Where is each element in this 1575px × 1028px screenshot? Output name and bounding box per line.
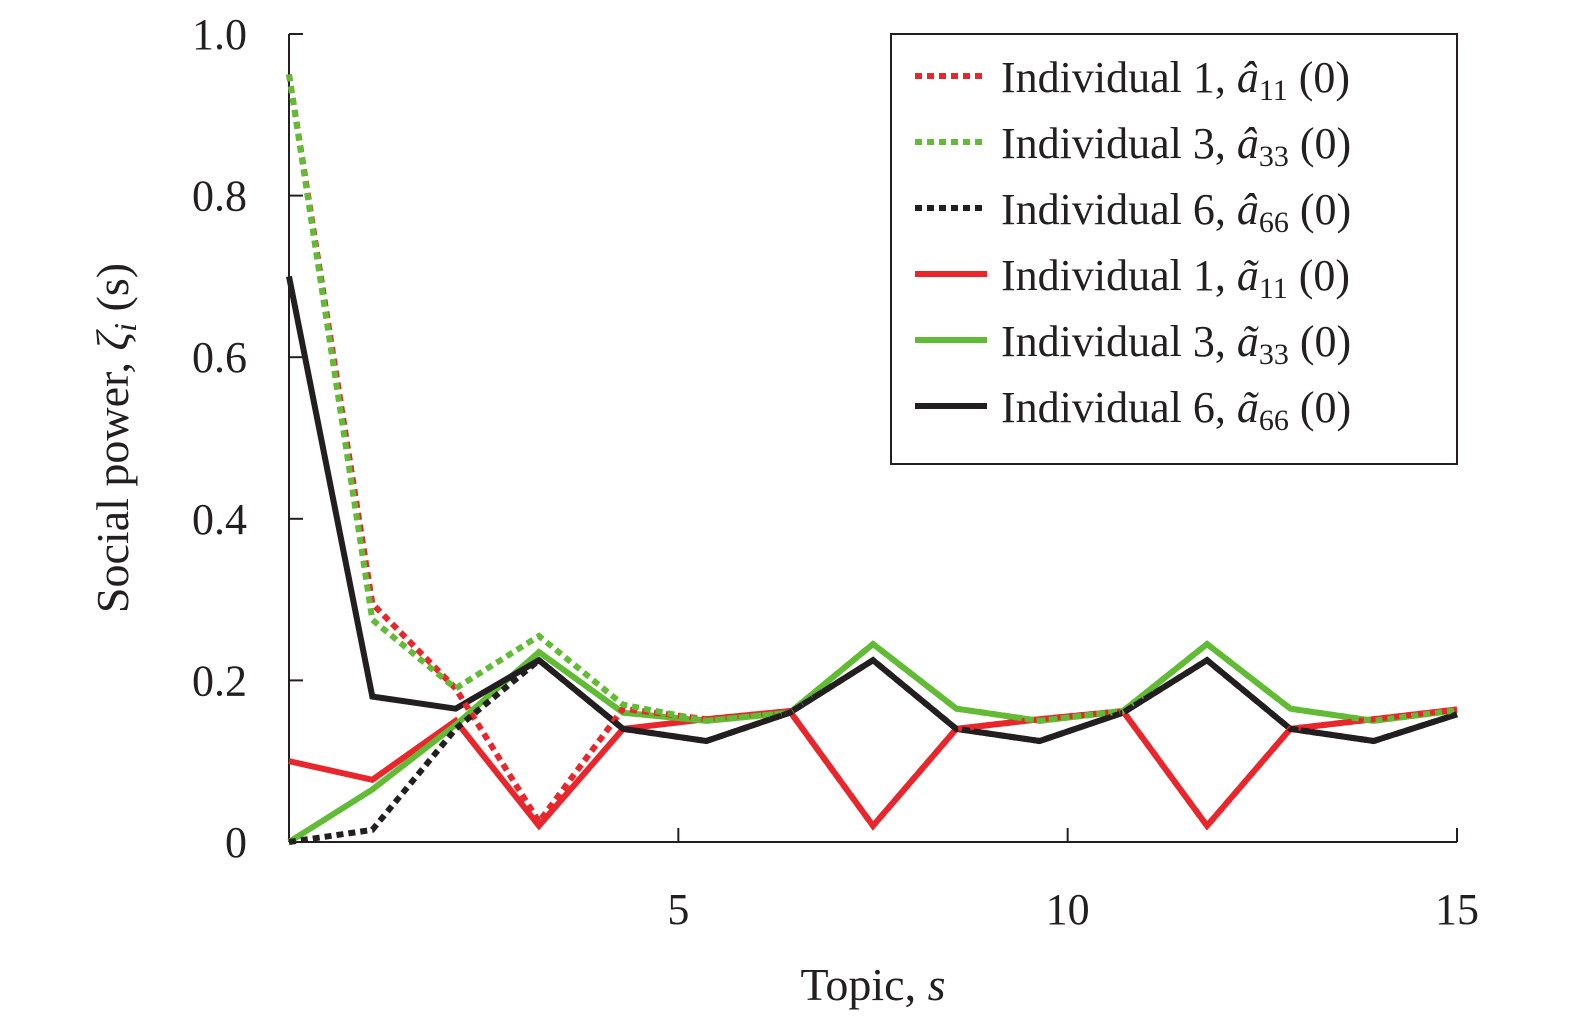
legend-entry: Individual 3, ã33 (0)	[915, 317, 1351, 371]
y-tick-label: 0.6	[192, 333, 247, 382]
series-line-0	[286, 73, 1458, 831]
legend-label: Individual 3, â33 (0)	[1001, 119, 1351, 173]
series-line-2	[288, 656, 1458, 845]
series-line-1	[286, 73, 1458, 724]
legend-entry: Individual 3, â33 (0)	[915, 119, 1351, 173]
y-tick-label: 0.2	[192, 656, 247, 705]
legend-label: Individual 6, ã66 (0)	[1001, 383, 1351, 437]
x-tick-label: 15	[1435, 885, 1479, 934]
y-tick-label: 0	[225, 818, 247, 867]
x-tick-label: 10	[1046, 885, 1090, 934]
legend: Individual 1, â11 (0) Individual 3, â33 (…	[890, 33, 1458, 465]
series-line-3	[288, 706, 1458, 831]
axes: 5 10 15 0 0.2 0.4 0.6 0.8 1.0	[192, 10, 1479, 934]
legend-entry: Individual 1, ã11 (0)	[915, 251, 1350, 305]
series-lines	[286, 73, 1458, 845]
x-tick-label: 5	[667, 885, 689, 934]
legend-label: Individual 1, ã11 (0)	[1001, 251, 1350, 305]
legend-entry: Individual 6, â66 (0)	[915, 185, 1351, 239]
legend-label: Individual 6, â66 (0)	[1001, 185, 1351, 239]
y-axis-label: Social power, ζi (s)	[87, 263, 143, 613]
legend-entry: Individual 6, ã66 (0)	[915, 383, 1351, 437]
legend-label: Individual 1, â11 (0)	[1001, 53, 1350, 107]
y-tick-label: 0.4	[192, 495, 247, 544]
y-tick-label: 0.8	[192, 172, 247, 221]
legend-entry: Individual 1, â11 (0)	[915, 53, 1350, 107]
legend-box	[890, 33, 1458, 465]
y-tick-label: 1.0	[192, 10, 247, 59]
x-axis-label: Topic, s	[801, 959, 946, 1010]
legend-label: Individual 3, ã33 (0)	[1001, 317, 1351, 371]
